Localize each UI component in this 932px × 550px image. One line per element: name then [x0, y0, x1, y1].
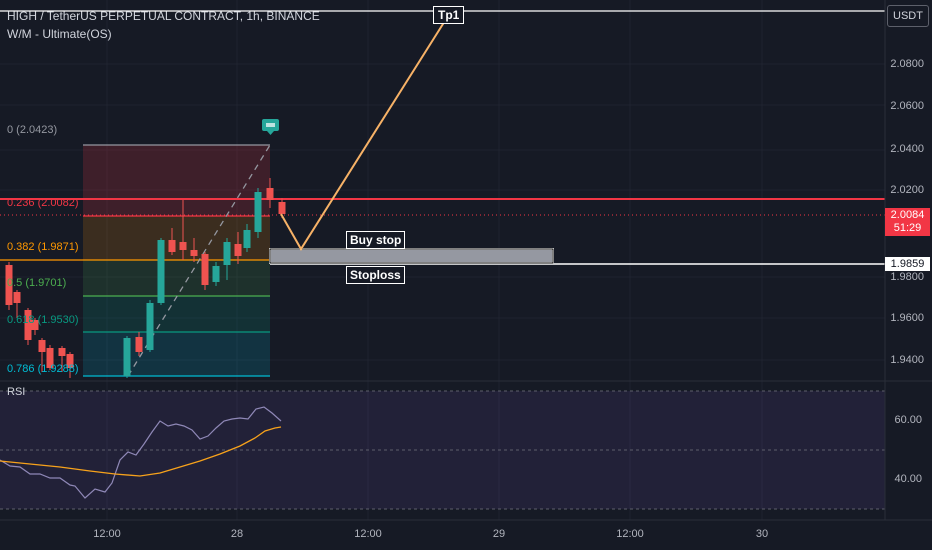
current-price-value: 2.0084: [890, 209, 925, 221]
fib-zones[interactable]: [83, 145, 270, 376]
rsi-pane-band: [0, 391, 885, 509]
time-tick: 30: [755, 528, 769, 540]
candlesticks: [5, 178, 286, 378]
fib-label-0618: 0.618 (1.9530): [7, 314, 79, 326]
price-tick: 2.0200: [890, 184, 924, 196]
candle-body: [58, 348, 66, 356]
signal-marker-icon[interactable]: [262, 119, 279, 135]
fib-label-0786: 0.786 (1.9288): [7, 363, 79, 375]
candle-body: [201, 254, 209, 285]
buy-stop-label[interactable]: Buy stop: [346, 231, 406, 249]
candle-body: [223, 242, 231, 265]
stoploss-price-badge: 1.9859: [885, 257, 930, 271]
symbol-title[interactable]: HIGH / TetherUS PERPETUAL CONTRACT, 1h, …: [7, 9, 320, 23]
candle-body: [266, 188, 274, 200]
candle-body: [212, 266, 220, 282]
candle-body: [24, 310, 32, 340]
candle-body: [46, 348, 54, 368]
candle-body: [123, 338, 131, 376]
fib-label-05: 0.5 (1.9701): [7, 277, 67, 289]
time-tick: 12:00: [616, 528, 644, 540]
rsi-line: [0, 406, 282, 499]
time-tick: 28: [230, 528, 244, 540]
price-tick: 2.0600: [890, 100, 924, 112]
candle-body: [179, 242, 187, 250]
projection-path[interactable]: [280, 15, 449, 251]
fib-label-0: 0 (2.0423): [7, 124, 58, 136]
rsi-tick: 40.00: [894, 473, 922, 485]
time-tick: 12:00: [93, 528, 121, 540]
indicator-title[interactable]: W/M - Ultimate(OS): [7, 27, 112, 41]
candle-body: [13, 292, 21, 303]
buy-stop-zone[interactable]: [269, 248, 554, 264]
candle-body: [234, 244, 242, 256]
price-axis[interactable]: 2.0800 2.0600 2.0400 2.0200 1.9800 1.960…: [885, 0, 932, 520]
rsi-pane-title[interactable]: RSI: [7, 386, 26, 398]
rsi-ma-line: [0, 426, 282, 477]
current-price-badge: 2.0084 51:29: [885, 208, 930, 236]
candle-body: [31, 320, 39, 330]
candle-countdown: 51:29: [893, 222, 922, 234]
stoploss-label[interactable]: Stoploss: [346, 266, 405, 284]
candle-body: [190, 250, 198, 256]
candle-body: [135, 337, 143, 352]
fib-label-0382: 0.382 (1.9871): [7, 241, 79, 253]
candle-body: [5, 265, 13, 305]
candle-body: [146, 303, 154, 350]
price-tick: 1.9800: [890, 271, 924, 283]
candle-body: [168, 240, 176, 252]
rsi-tick: 60.00: [894, 414, 922, 426]
price-tick: 1.9400: [890, 354, 924, 366]
candle-body: [38, 340, 46, 352]
tp1-label[interactable]: Tp1: [433, 6, 465, 24]
price-tick: 1.9600: [890, 312, 924, 324]
candle-body: [278, 202, 286, 214]
candle-body: [243, 230, 251, 248]
currency-button[interactable]: USDT: [887, 5, 929, 27]
candle-body: [66, 354, 74, 368]
candle-body: [254, 192, 262, 232]
price-tick: 2.0800: [890, 58, 924, 70]
price-tick: 2.0400: [890, 143, 924, 155]
fib-label-0236: 0.236 (2.0082): [7, 197, 79, 209]
time-tick: 29: [492, 528, 506, 540]
candle-body: [157, 240, 165, 303]
time-tick: 12:00: [354, 528, 382, 540]
